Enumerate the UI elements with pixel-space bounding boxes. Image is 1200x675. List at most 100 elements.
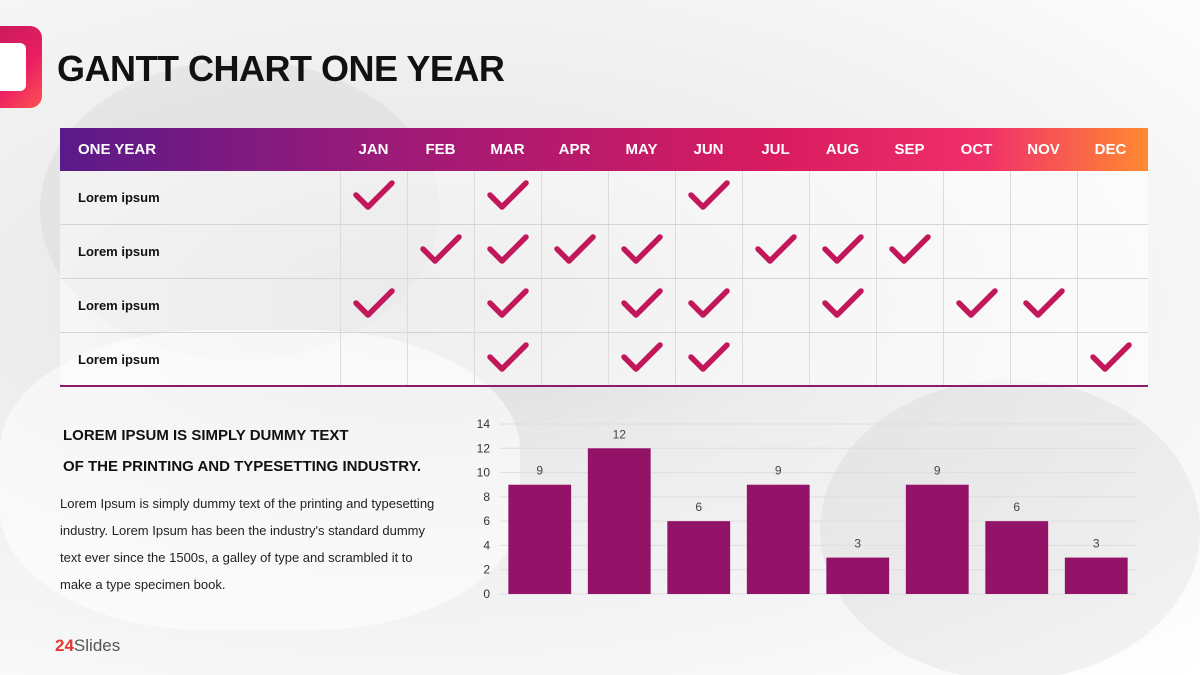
gantt-cell — [1077, 225, 1144, 278]
checkmark-icon — [888, 231, 932, 272]
gantt-cell — [1077, 333, 1144, 385]
bar-data-label: 9 — [775, 464, 782, 478]
gantt-cell — [943, 225, 1010, 278]
bar-data-label: 3 — [854, 537, 861, 551]
gantt-cell — [1010, 333, 1077, 385]
gantt-cell — [675, 333, 742, 385]
bar — [746, 484, 810, 594]
heading-line-1: LOREM IPSUM IS SIMPLY DUMMY TEXT — [63, 427, 349, 444]
gantt-cell — [474, 333, 541, 385]
gantt-header: ONE YEAR JAN FEB MAR APR MAY JUN JUL AUG SEP OCT N… — [60, 128, 1148, 171]
y-tick-label: 14 — [477, 417, 491, 431]
gantt-cell — [876, 333, 943, 385]
month-header-jan: JAN — [358, 141, 389, 158]
y-tick-label: 0 — [483, 587, 490, 601]
checkmark-icon — [955, 285, 999, 326]
gantt-cell — [742, 279, 809, 332]
checkmark-icon — [352, 177, 396, 218]
gantt-cell — [340, 171, 407, 224]
gantt-cell — [876, 225, 943, 278]
bar — [985, 521, 1049, 594]
heading-line-2: OF THE PRINTING AND TYPESETTING INDUSTRY… — [63, 458, 422, 475]
row-label: Lorem ipsum — [78, 244, 160, 259]
checkmark-icon — [486, 177, 530, 218]
gantt-cell — [474, 171, 541, 224]
bar-data-label: 12 — [613, 427, 627, 441]
bar — [905, 484, 969, 594]
title-accent-shape — [0, 26, 42, 108]
gantt-cell — [608, 279, 675, 332]
bar — [508, 484, 572, 594]
y-tick-label: 12 — [477, 441, 491, 455]
y-tick-label: 2 — [483, 563, 490, 577]
bar — [667, 521, 731, 594]
gantt-cell — [407, 171, 474, 224]
month-header-aug: AUG — [825, 141, 860, 158]
bar-data-label: 9 — [536, 464, 543, 478]
gantt-cell — [340, 279, 407, 332]
month-header-mar: MAR — [490, 141, 525, 158]
month-header-feb: FEB — [425, 141, 456, 158]
checkmark-icon — [486, 231, 530, 272]
row-label: Lorem ipsum — [78, 298, 160, 313]
month-header-may: MAY — [625, 141, 658, 158]
bar-chart: 0 2 4 6 8 10 12 14 9 12 6 9 3 9 6 3 — [477, 417, 1136, 601]
gantt-cell — [1010, 279, 1077, 332]
row-label: Lorem ipsum — [78, 190, 160, 205]
gantt-cell — [407, 225, 474, 278]
gantt-cell — [541, 333, 608, 385]
y-tick-label: 4 — [483, 538, 490, 552]
gantt-cell — [407, 279, 474, 332]
gantt-cell — [407, 333, 474, 385]
bar — [587, 448, 651, 594]
brand-logo: 24Slides — [55, 636, 120, 656]
checkmark-icon — [1089, 339, 1133, 380]
month-header-dec: DEC — [1094, 141, 1127, 158]
checkmark-icon — [687, 339, 731, 380]
month-header-jul: JUL — [761, 141, 790, 158]
checkmark-icon — [486, 285, 530, 326]
gantt-header-label: ONE YEAR — [78, 141, 157, 158]
gantt-cell — [876, 279, 943, 332]
gantt-cell — [340, 225, 407, 278]
gantt-cell — [742, 171, 809, 224]
bar — [826, 557, 890, 594]
month-header-oct: OCT — [960, 141, 993, 158]
gantt-cell — [943, 333, 1010, 385]
y-tick-label: 10 — [477, 466, 491, 480]
bar-data-label: 3 — [1093, 537, 1100, 551]
page-title: GANTT CHART ONE YEAR — [57, 48, 505, 89]
bar-data-label: 6 — [695, 500, 702, 514]
gantt-cell — [675, 225, 742, 278]
gantt-cell — [1077, 279, 1144, 332]
gantt-table: ONE YEAR JAN FEB MAR APR MAY JUN JUL AUG SEP OCT N… — [60, 128, 1148, 387]
section-heading: LOREM IPSUM IS SIMPLY DUMMY TEXT OF THE … — [63, 420, 421, 482]
gantt-cell — [608, 171, 675, 224]
gantt-cell — [1077, 171, 1144, 224]
month-header-nov: NOV — [1027, 141, 1060, 158]
gantt-cell — [809, 279, 876, 332]
checkmark-icon — [553, 231, 597, 272]
month-header-apr: APR — [558, 141, 591, 158]
gantt-cell — [474, 279, 541, 332]
gantt-cell — [541, 279, 608, 332]
bar — [1064, 557, 1128, 594]
bar-data-label: 9 — [934, 464, 941, 478]
checkmark-icon — [486, 339, 530, 380]
gantt-cell — [608, 225, 675, 278]
gantt-cell — [1010, 171, 1077, 224]
gantt-cell — [943, 279, 1010, 332]
y-tick-label: 8 — [483, 490, 490, 504]
checkmark-icon — [620, 231, 664, 272]
table-row: Lorem ipsum — [60, 279, 1148, 333]
brand-number: 24 — [55, 636, 74, 655]
gantt-cell — [809, 225, 876, 278]
brand-name: Slides — [73, 636, 121, 655]
month-header-sep: SEP — [894, 141, 925, 158]
checkmark-icon — [687, 177, 731, 218]
gantt-cell — [943, 171, 1010, 224]
checkmark-icon — [1022, 285, 1066, 326]
row-label: Lorem ipsum — [78, 351, 160, 367]
gantt-cell — [876, 171, 943, 224]
table-row: Lorem ipsum — [60, 333, 1148, 387]
